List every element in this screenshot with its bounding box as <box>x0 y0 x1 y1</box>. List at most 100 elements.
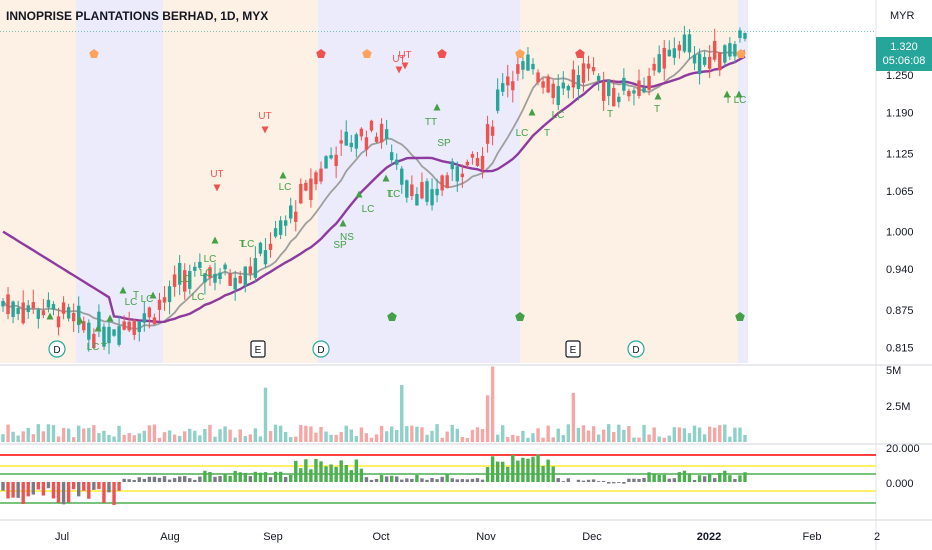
candle-body <box>198 261 202 268</box>
osc-bar <box>612 482 616 484</box>
signal-label: LC <box>388 189 401 200</box>
x-axis-label: 2022 <box>697 531 721 543</box>
volume-tick-label: 2.5M <box>886 401 910 413</box>
volume-bar <box>506 437 510 442</box>
volume-bar <box>208 424 212 442</box>
signal-up-triangle <box>339 219 347 227</box>
osc-bar <box>6 482 10 499</box>
signal-label: T <box>725 95 731 106</box>
signal-up-triangle <box>94 324 102 332</box>
last-price-label: 1.320 05:06:08 <box>876 37 932 71</box>
candle-body <box>445 175 449 189</box>
candles <box>1 25 747 355</box>
x-axis-label: Jul <box>55 531 69 543</box>
candle-body <box>97 311 101 332</box>
osc-bar <box>425 479 429 482</box>
osc-bar <box>167 479 172 482</box>
osc-bar <box>707 474 712 482</box>
candle-body <box>329 155 333 159</box>
osc-bar <box>460 479 465 482</box>
osc-bar <box>36 482 41 490</box>
candle-body <box>607 80 611 97</box>
volume-bar <box>112 436 116 442</box>
candle-body <box>147 307 152 318</box>
candle-body <box>420 182 424 199</box>
osc-bar <box>662 474 666 482</box>
volume-bar <box>238 429 242 442</box>
candle-body <box>612 87 616 107</box>
candle-body <box>334 154 338 167</box>
osc-bar <box>405 478 409 482</box>
top-marker <box>362 49 372 58</box>
candle-body <box>87 322 91 340</box>
osc-bar <box>359 468 364 482</box>
volume-bar <box>263 387 268 442</box>
top-marker <box>437 49 447 58</box>
signal-label: LC <box>192 292 205 303</box>
band-1 <box>76 0 163 363</box>
signal-up-triangle <box>279 171 287 179</box>
volume-bar <box>738 427 742 442</box>
osc-bar <box>379 475 384 482</box>
osc-bar <box>46 482 51 489</box>
volume-bar <box>425 434 429 442</box>
volume-bar <box>485 395 490 442</box>
candle-body <box>248 266 253 274</box>
volume-bar <box>526 437 530 442</box>
candle-body <box>142 313 147 323</box>
signal-label: LC <box>141 294 154 305</box>
osc-bar <box>506 466 510 482</box>
candle-body <box>41 310 46 316</box>
candle-body <box>389 152 394 161</box>
volume-bar <box>379 425 384 442</box>
signal-label: LC <box>516 128 529 139</box>
osc-bar <box>395 476 399 482</box>
event-label: E <box>570 345 577 356</box>
osc-bar <box>233 470 237 482</box>
signal-label: T <box>654 104 660 115</box>
band-8 <box>738 0 748 363</box>
candle-body <box>743 32 747 39</box>
event-label: E <box>255 345 262 356</box>
candle-body <box>405 180 409 198</box>
volume-bar <box>622 429 626 442</box>
dividend-event-icon <box>48 340 66 358</box>
osc-bar <box>561 481 565 482</box>
signal-label: LC <box>552 110 565 121</box>
candle-body <box>440 175 444 191</box>
volume-bar <box>289 437 293 442</box>
candle-body <box>632 90 636 94</box>
osc-bar <box>677 472 682 482</box>
volume-bar <box>647 434 651 442</box>
signal-ut-label: UT <box>258 111 271 122</box>
candle-body <box>233 277 237 290</box>
signal-down-triangle <box>213 184 221 192</box>
volume-bar <box>475 427 480 442</box>
osc-bar <box>490 456 495 482</box>
signal-label: TT <box>425 117 437 128</box>
candle-body <box>485 124 490 144</box>
osc-bar <box>102 482 106 503</box>
volume-bar <box>152 424 157 442</box>
volume-bar <box>733 427 737 442</box>
x-axis-label: Dec <box>582 531 602 543</box>
osc-bar <box>440 476 444 482</box>
signal-up-triangle <box>46 312 54 320</box>
volume-bar <box>71 437 76 442</box>
candle-body <box>11 301 15 317</box>
candle-body <box>707 56 712 69</box>
candle-body <box>738 30 742 39</box>
osc-bar <box>26 482 30 497</box>
top-marker <box>515 49 525 58</box>
volume-bar <box>480 429 485 442</box>
candle-body <box>294 211 298 222</box>
candle-body <box>183 270 187 292</box>
osc-bar <box>541 466 545 482</box>
candle-body <box>400 168 404 185</box>
candle-body <box>162 297 167 303</box>
volume-bar <box>319 426 323 442</box>
candle-body <box>596 75 601 81</box>
signal-label: T <box>133 290 139 301</box>
